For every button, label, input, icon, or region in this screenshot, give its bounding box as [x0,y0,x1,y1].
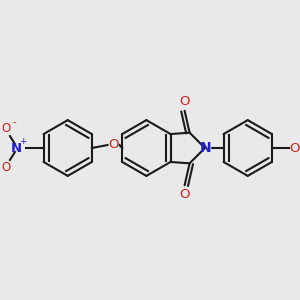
Text: N: N [200,141,212,155]
Text: O: O [289,142,300,154]
Text: +: + [19,136,27,146]
Text: O: O [179,95,190,108]
Text: O: O [179,188,190,201]
Text: O: O [108,137,119,151]
Text: -: - [12,117,16,127]
Text: O: O [1,122,10,135]
Text: O: O [1,161,10,174]
Text: N: N [11,142,22,154]
